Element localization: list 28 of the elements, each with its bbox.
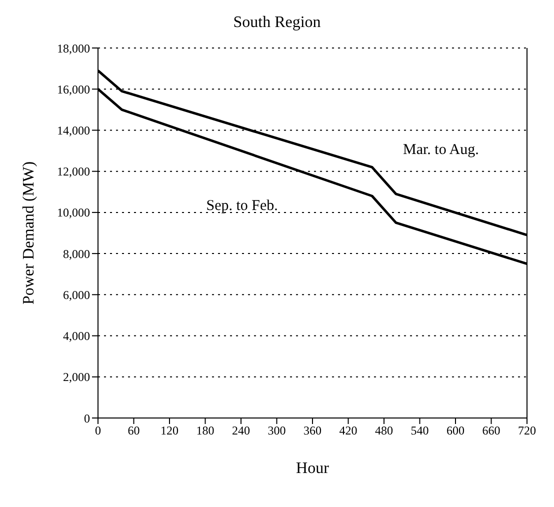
y-tick-label: 4,000 — [63, 329, 90, 344]
x-tick-label: 480 — [375, 424, 393, 438]
x-axis-title: Hour — [296, 460, 330, 477]
y-tick-label: 14,000 — [57, 123, 90, 138]
y-tick-label: 8,000 — [63, 246, 90, 261]
y-tick-label: 6,000 — [63, 288, 90, 302]
x-tick-label: 600 — [446, 424, 464, 438]
y-tick-label: 18,000 — [57, 41, 90, 56]
x-tick-label: 360 — [304, 424, 322, 438]
chart-title: South Region — [232, 14, 322, 32]
x-tick-label: 0 — [95, 424, 101, 438]
text: Sep. to Feb. — [206, 198, 278, 214]
x-tick-label: 720 — [518, 424, 536, 438]
y-tick-label: 10,000 — [57, 206, 90, 220]
x-tick-label: 60 — [128, 424, 140, 438]
y-tick-label: 16,000 — [57, 82, 90, 96]
series-label: Mar. to Aug. — [402, 142, 479, 158]
y-axis-title: Power Demand (MW) — [20, 161, 38, 305]
y-tick-label: 0 — [84, 411, 90, 426]
y-tick-label: 2,000 — [63, 370, 90, 384]
x-tick-label: 240 — [232, 424, 250, 438]
x-tick-label: 420 — [339, 424, 358, 438]
x-tick-label: 540 — [410, 424, 429, 438]
x-tick-label: 300 — [268, 424, 286, 438]
x-tick-label: 120 — [160, 424, 178, 438]
y-tick-label: 12,000 — [57, 164, 90, 179]
x-tick-label: 660 — [482, 424, 500, 438]
x-tick-label: 180 — [196, 424, 214, 438]
